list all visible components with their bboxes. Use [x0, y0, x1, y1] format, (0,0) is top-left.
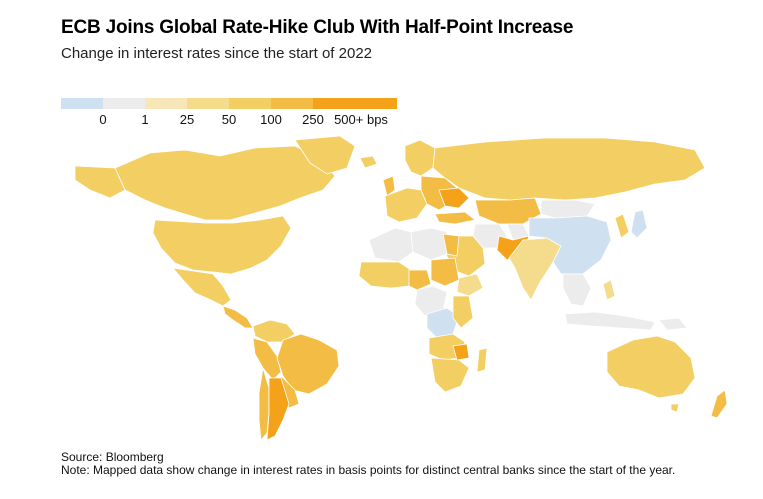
legend-label-25: 25 [179, 112, 195, 127]
region-korea-japan [614, 213, 630, 239]
region-central-america [222, 305, 254, 329]
source-note: Source: Bloomberg [61, 450, 164, 464]
chart-title: ECB Joins Global Rate-Hike Club With Hal… [61, 17, 574, 38]
region-sudan [430, 257, 460, 287]
region-zimbabwe [452, 343, 470, 361]
region-ukraine [438, 187, 470, 209]
region-argentina [266, 377, 290, 441]
region-new-zealand [710, 389, 728, 419]
legend-label-250: 250 [302, 112, 324, 127]
region-west-africa [358, 261, 412, 289]
region-east-africa [452, 295, 474, 329]
legend-swatch-25 [145, 98, 187, 109]
region-greenland [294, 135, 356, 175]
legend-label-0: 0 [99, 112, 107, 127]
region-canada [114, 145, 336, 221]
region-southeast-asia [562, 273, 592, 307]
legend-swatch-50 [187, 98, 229, 109]
region-north-africa-west [368, 227, 414, 263]
region-peru-bolivia [252, 337, 282, 381]
region-iceland [359, 155, 378, 169]
legend-swatch-250 [271, 98, 313, 109]
region-uk [382, 175, 396, 197]
legend-swatch-500 [313, 98, 397, 109]
legend-label-1: 1 [141, 112, 149, 127]
legend-label-500: 500+ bps [334, 112, 388, 127]
region-usa [152, 215, 292, 275]
region-ethiopia-horn [456, 273, 484, 297]
chart-subtitle: Change in interest rates since the start… [61, 45, 373, 62]
region-nigeria [408, 269, 432, 291]
legend-swatch-1 [103, 98, 145, 109]
region-philippines [602, 279, 616, 301]
legend-label-100: 100 [260, 112, 282, 127]
color-legend: 0 1 25 50 100 250 500+ bps [61, 98, 401, 128]
region-russia [432, 137, 706, 201]
region-algeria-libya [410, 227, 448, 261]
region-egypt [442, 233, 460, 257]
region-southern-africa [430, 357, 470, 393]
region-mongolia [540, 199, 596, 219]
region-indonesia [564, 311, 656, 331]
region-brazil [276, 333, 340, 395]
methodology-note: Note: Mapped data show change in interes… [61, 463, 676, 477]
region-scandinavia [404, 139, 436, 177]
chart-footer: Source: Bloomberg Note: Mapped data show… [61, 451, 711, 477]
region-western-europe [384, 187, 428, 223]
region-australia [606, 335, 696, 399]
region-mexico [172, 267, 232, 307]
region-papua [658, 317, 688, 331]
region-tasmania [670, 403, 680, 413]
world-map [74, 135, 728, 441]
region-madagascar [476, 347, 488, 373]
region-japan [630, 209, 648, 239]
region-turkey [434, 211, 476, 225]
region-alaska [74, 165, 126, 199]
legend-label-50: 50 [221, 112, 237, 127]
legend-swatch-0 [61, 98, 103, 109]
legend-swatch-100 [229, 98, 271, 109]
